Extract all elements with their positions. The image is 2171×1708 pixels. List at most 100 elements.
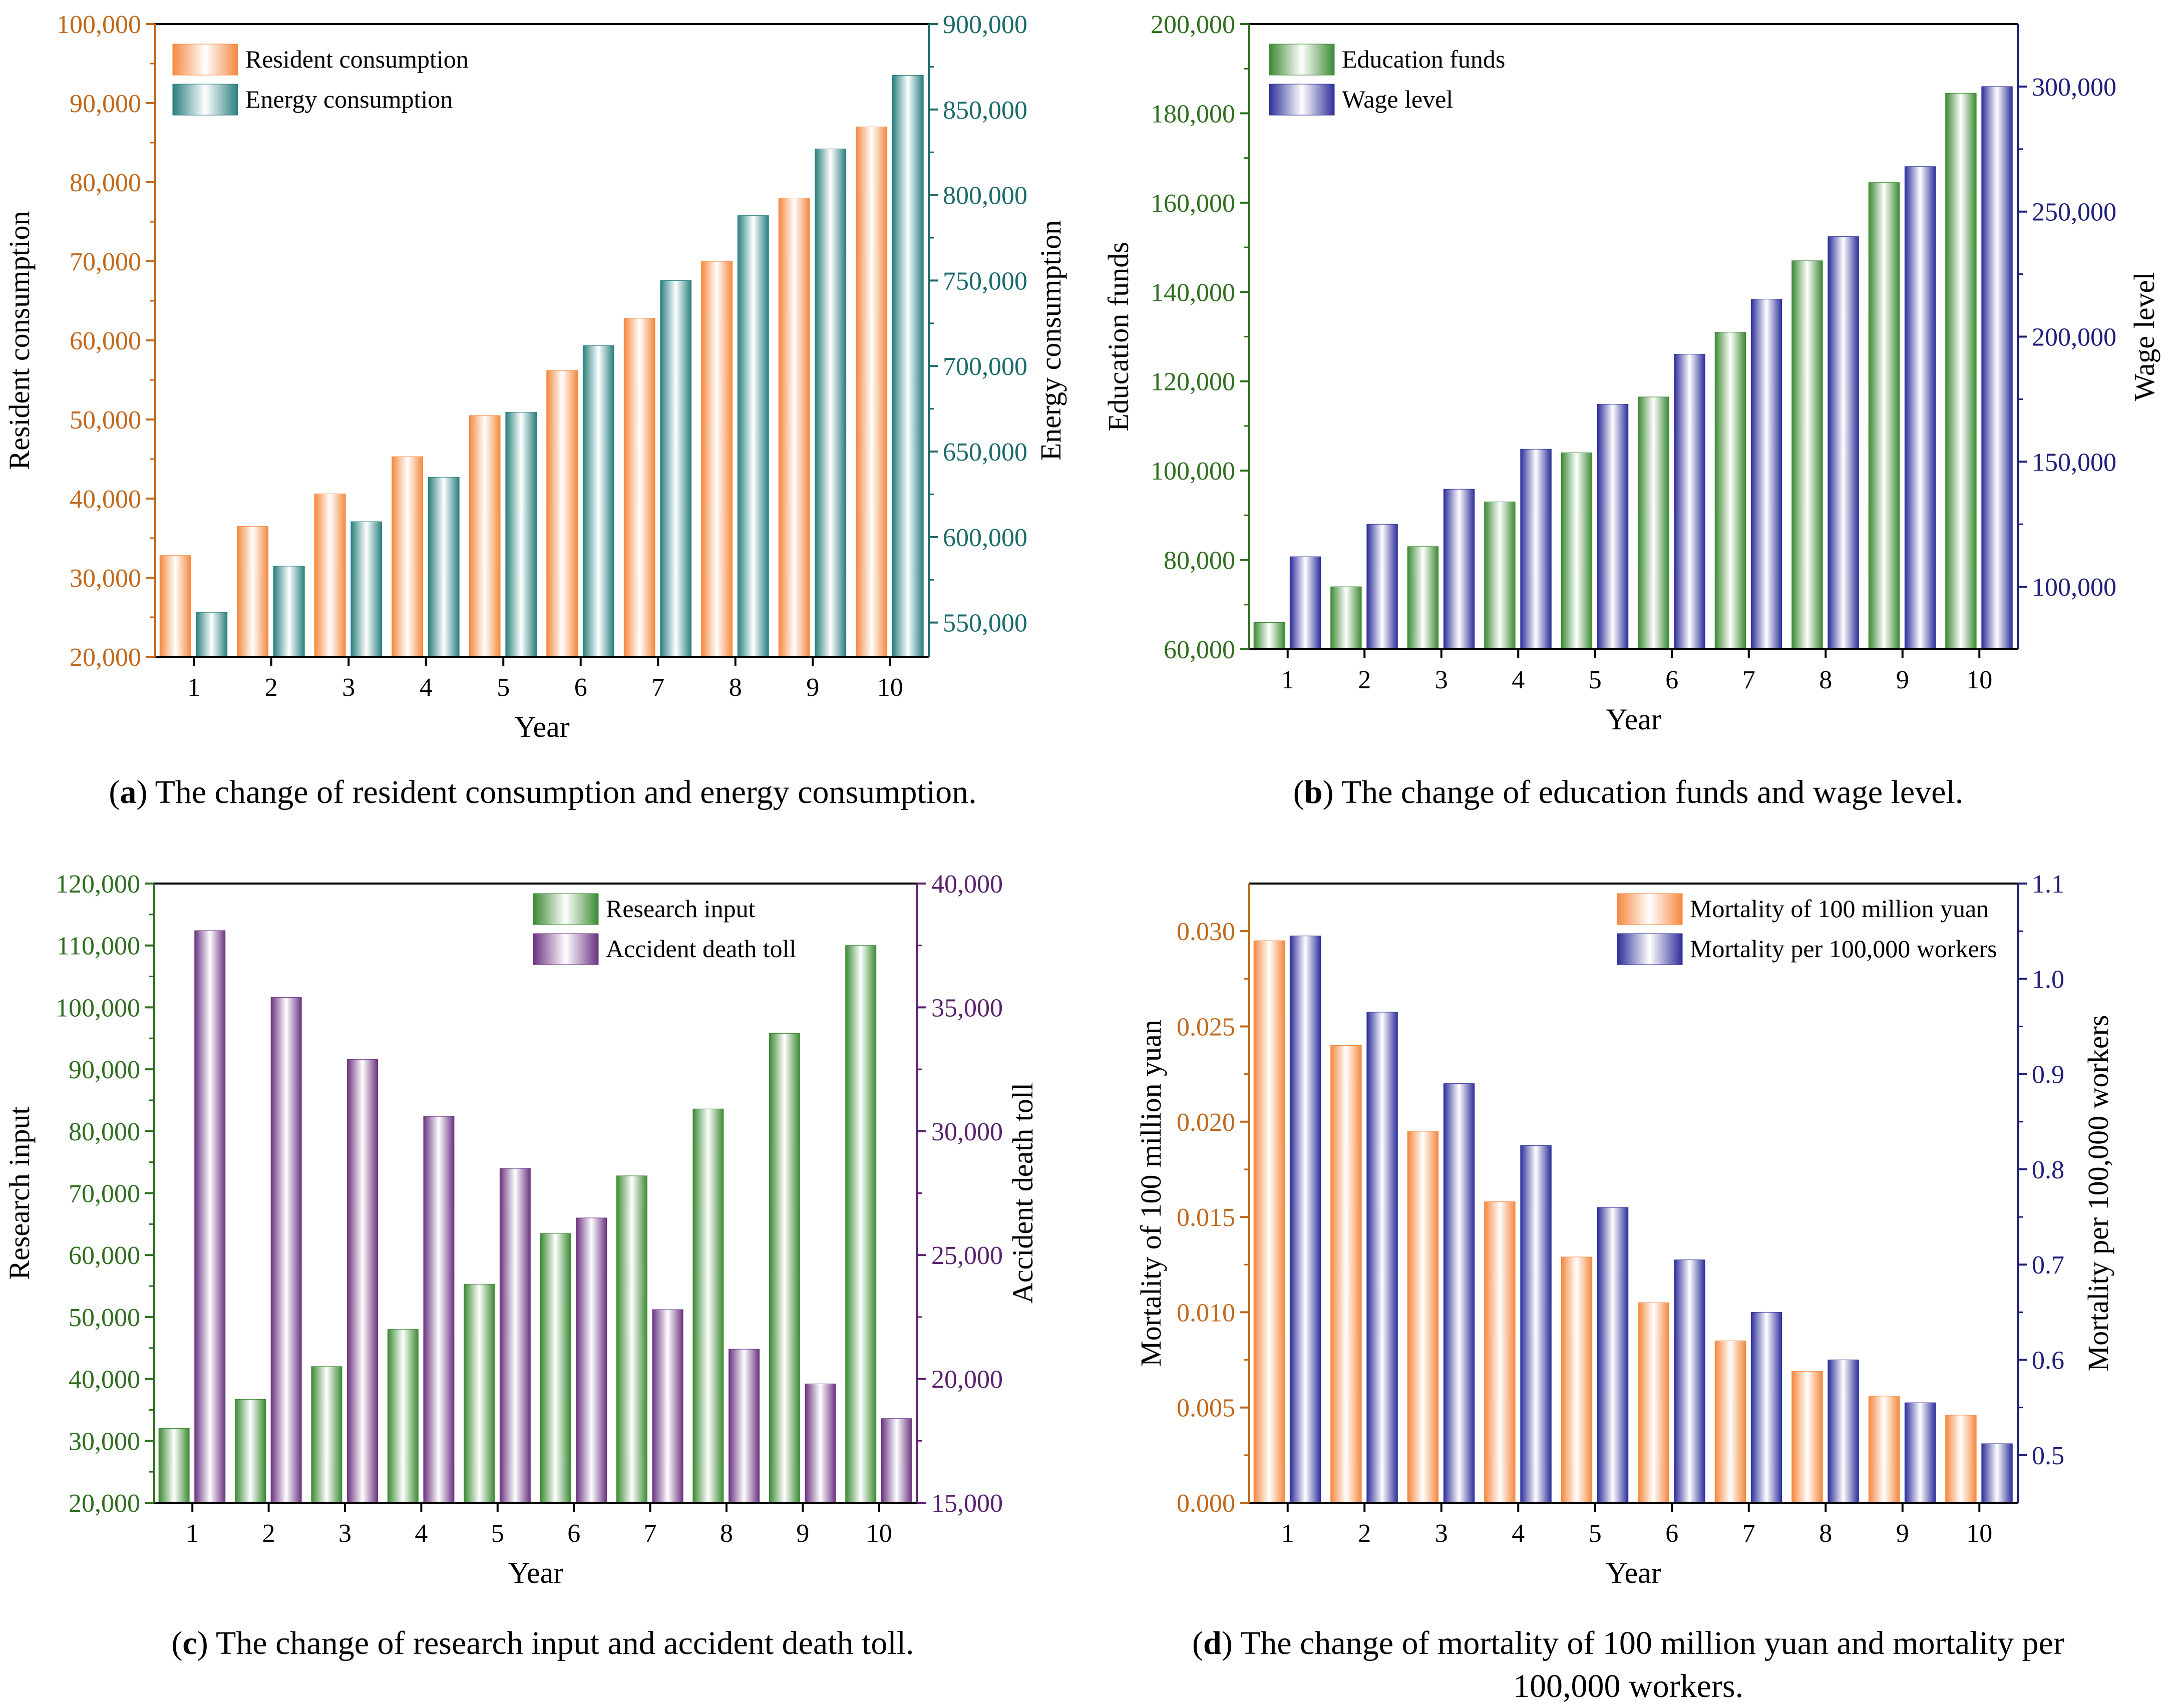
bar-wage-level-year-8	[1828, 236, 1859, 650]
panel-a-right-tick-label: 800,000	[943, 182, 1027, 210]
bar-energy-consumption-year-5	[505, 411, 537, 657]
panel-b-right-tick-label: 300,000	[2032, 73, 2116, 102]
bar-education-funds-year-9	[1868, 182, 1900, 650]
panel-d-x-tick-label: 4	[1512, 1519, 1525, 1548]
caption-c-tag: c	[182, 1625, 197, 1661]
panel-b-left-tick-label: 140,000	[1151, 278, 1235, 307]
bar-accident-death-toll-year-10	[881, 1418, 912, 1503]
bar-mortality-of-100-million-yuan-year-8	[1791, 1371, 1823, 1503]
legend-label-mortality-per-100-000-workers: Mortality per 100,000 workers	[1690, 935, 1997, 963]
bar-mortality-of-100-million-yuan-year-2	[1330, 1045, 1362, 1503]
bar-accident-death-toll-year-1	[194, 930, 226, 1503]
panel-a-x-tick-label: 2	[265, 673, 278, 702]
legend-label-energy-consumption: Energy consumption	[245, 85, 453, 113]
bar-mortality-per-100-000-workers-year-10	[1981, 1443, 2013, 1503]
panel-c-right-tick-label: 25,000	[931, 1241, 1003, 1270]
panel-c-left-tick-label: 100,000	[56, 994, 140, 1022]
panel-c: 20,000 30,000 40,000 50,000 60,000 70,000 80,0…	[3, 870, 1039, 1589]
panel-b-left-tick-label: 80,000	[1164, 547, 1235, 575]
bar-wage-level-year-3	[1443, 489, 1475, 650]
panel-b-x-tick-label: 9	[1896, 666, 1909, 694]
bar-accident-death-toll-year-6	[576, 1217, 607, 1503]
panel-c-left-tick-label: 70,000	[69, 1180, 140, 1208]
bar-energy-consumption-year-7	[660, 280, 692, 657]
bar-accident-death-toll-year-2	[270, 997, 302, 1503]
panel-a-x-tick-label: 9	[806, 673, 819, 702]
bar-mortality-per-100-000-workers-year-4	[1520, 1145, 1552, 1503]
caption-c: (c) The change of research input and acc…	[171, 1625, 914, 1661]
panel-d-right-tick-label: 1.1	[2032, 870, 2064, 899]
panel-b-left-tick-label: 200,000	[1151, 11, 1235, 39]
panel-c-left-tick-label: 60,000	[69, 1241, 140, 1270]
bar-energy-consumption-year-2	[273, 566, 305, 657]
panel-b-left-tick-label: 60,000	[1164, 636, 1235, 664]
panel-b-left-tick-label: 160,000	[1151, 189, 1235, 218]
panel-b-x-tick-label: 8	[1819, 666, 1832, 694]
panel-b-left-tick-label: 100,000	[1151, 457, 1235, 486]
panel-c-x-tick-label: 4	[415, 1519, 428, 1548]
panel-a-left-tick-label: 30,000	[70, 564, 141, 593]
panel-b-x-tick-label: 2	[1358, 666, 1371, 694]
bar-education-funds-year-4	[1484, 502, 1516, 650]
panel-a-x-tick-label: 3	[342, 673, 355, 702]
legend-label-wage-level: Wage level	[1342, 85, 1453, 113]
panel-b-x-tick-label: 7	[1742, 666, 1755, 694]
caption-b-tag: b	[1304, 774, 1323, 810]
bar-energy-consumption-year-8	[737, 215, 769, 657]
caption-a-tag: a	[120, 774, 137, 810]
bar-resident-consumption-year-10	[856, 126, 888, 657]
bar-research-input-year-7	[616, 1175, 648, 1503]
panel-d-left-tick-label: 0.005	[1177, 1394, 1235, 1423]
panel-a-x-tick-label: 8	[729, 673, 742, 702]
panel-c-left-tick-label: 80,000	[69, 1118, 140, 1146]
panel-a-x-tick-label: 10	[877, 673, 903, 702]
panel-b-right-tick-label: 250,000	[2032, 198, 2116, 227]
panel-c-left-tick-label: 120,000	[56, 870, 140, 899]
bar-accident-death-toll-year-8	[729, 1349, 760, 1503]
bar-education-funds-year-8	[1791, 260, 1823, 650]
panel-d-right-axis-title: Mortality per 100,000 workers	[2082, 1015, 2114, 1372]
panel-a-right-tick-label: 700,000	[943, 352, 1027, 381]
bar-resident-consumption-year-5	[469, 415, 501, 657]
caption-a-text: The change of resident consumption and e…	[155, 774, 977, 810]
panel-a: 20,000 30,000 40,000 50,000 60,000 70,000 80,0…	[3, 11, 1067, 743]
panel-a-left-tick-label: 50,000	[70, 406, 141, 435]
panel-a-left-axis-title: Resident consumption	[3, 211, 36, 470]
bar-research-input-year-10	[845, 945, 877, 1503]
panel-c-x-tick-label: 2	[262, 1519, 275, 1548]
bar-resident-consumption-year-2	[237, 526, 269, 657]
panel-d-x-tick-label: 5	[1589, 1519, 1602, 1548]
bar-research-input-year-6	[540, 1233, 571, 1503]
panel-c-right-tick-label: 15,000	[931, 1489, 1003, 1518]
bar-energy-consumption-year-3	[350, 521, 383, 657]
panel-c-x-tick-label: 5	[491, 1519, 504, 1548]
legend-swatch-energy-consumption	[172, 84, 238, 116]
panel-d-right-tick-label: 0.6	[2032, 1347, 2064, 1375]
panel-a-right-tick-label: 850,000	[943, 96, 1027, 125]
panel-d-left-tick-label: 0.030	[1177, 918, 1235, 946]
panel-b-left-tick-label: 180,000	[1151, 100, 1235, 128]
panel-b: 60,000 80,000 100,000 120,000 140,000 160,000…	[1102, 11, 2160, 736]
bar-education-funds-year-1	[1253, 622, 1285, 650]
bar-mortality-of-100-million-yuan-year-10	[1945, 1415, 1977, 1503]
caption-d: (d) The change of mortality of 100 milli…	[1192, 1625, 2064, 1704]
panel-d-left-tick-label: 0.020	[1177, 1108, 1235, 1137]
panel-c-x-tick-label: 6	[567, 1519, 580, 1548]
bar-education-funds-year-7	[1714, 332, 1746, 650]
legend-label-research-input: Research input	[606, 895, 756, 923]
panel-d-right-tick-label: 0.7	[2032, 1251, 2064, 1279]
panel-d-left-tick-label: 0.010	[1177, 1299, 1235, 1327]
panel-b-left-axis-title: Education funds	[1102, 242, 1135, 432]
legend-label-mortality-of-100-million-yuan: Mortality of 100 million yuan	[1690, 895, 1989, 923]
panel-c-x-axis-title: Year	[508, 1556, 564, 1589]
panel-d-x-axis-title: Year	[1606, 1556, 1661, 1589]
bar-wage-level-year-5	[1597, 403, 1629, 650]
caption-d-text-line2: 100,000 workers.	[1513, 1668, 1744, 1704]
panel-d-x-tick-label: 9	[1896, 1519, 1909, 1548]
panel-d-x-tick-label: 10	[1966, 1519, 1992, 1548]
panel-b-x-tick-label: 6	[1665, 666, 1678, 694]
panel-a-left-tick-label: 100,000	[57, 11, 141, 39]
panel-b-right-tick-label: 150,000	[2032, 448, 2116, 477]
panel-c-right-tick-label: 20,000	[931, 1366, 1003, 1394]
panel-d: 0.000 0.005 0.010 0.015 0.020 0.025 0.030 0.5 0.…	[1135, 870, 2114, 1589]
